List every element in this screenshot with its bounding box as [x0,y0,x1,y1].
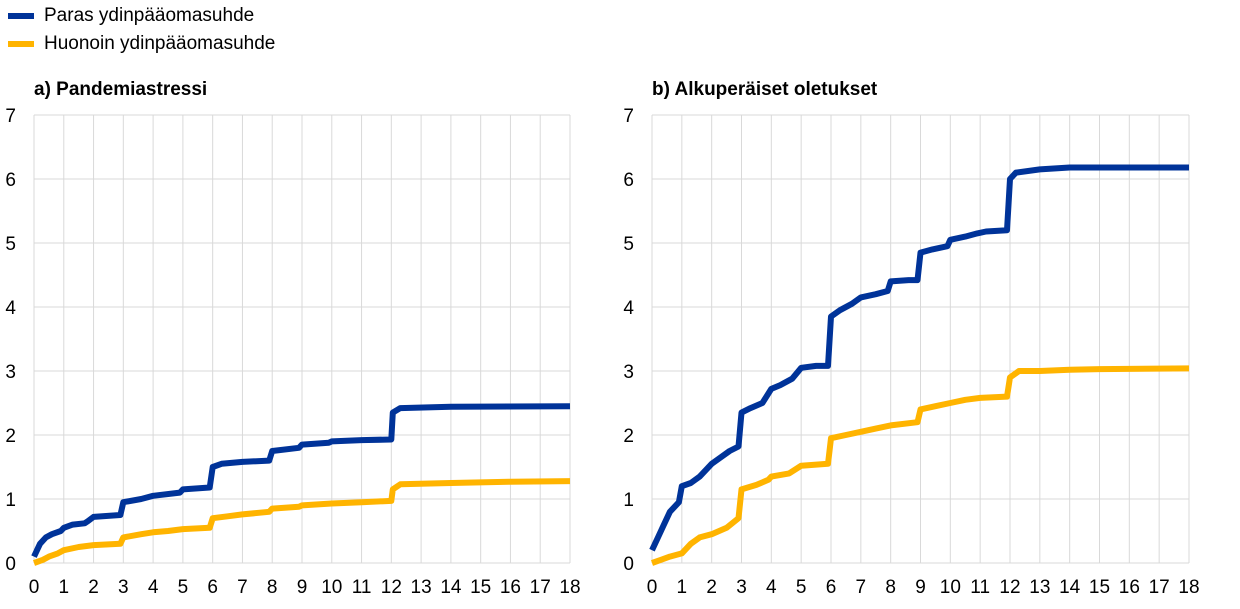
panel-a-series-worst-line [32,478,571,566]
panel-a-series-best-line [31,403,571,558]
panel-b-x-tick-0: 0 [647,577,658,598]
panel-a-x-tick-1: 1 [58,577,69,598]
panel-a-x-tick-2: 2 [88,577,99,598]
panel-b-x-tick-10: 10 [940,577,961,598]
panel-a-y-tick-1: 1 [5,490,16,511]
panel-b-series-worst-line [650,365,1190,566]
panel-b-x-tick-1: 1 [677,577,688,598]
panel-a-x-tick-0: 0 [29,577,40,598]
legend: Paras ydinpääomasuhde Huonoin ydinpääoma… [8,2,275,58]
panel-b-title: b) Alkuperäiset oletukset [652,79,878,100]
panel-b-x-tick-15: 15 [1089,577,1110,598]
panel-a-y-tick-6: 6 [5,170,16,191]
panel-b-x-tick-16: 16 [1119,577,1140,598]
legend-swatch-worst [8,41,34,47]
panel-b-x-tick-18: 18 [1178,577,1199,598]
panel-b-x-tick-17: 17 [1149,577,1170,598]
panel-b-y-tick-6: 6 [623,170,634,191]
panel-b-x-tick-2: 2 [706,577,717,598]
panel-a-y-tick-5: 5 [5,234,16,255]
panel-b-x-tick-5: 5 [796,577,807,598]
panel-b-x-tick-11: 11 [970,577,990,598]
panel-a-x-tick-10: 10 [321,577,342,598]
panel-b-x-tick-13: 13 [1029,577,1050,598]
panel-a-x-tick-13: 13 [411,577,432,598]
panel-b-x-tick-9: 9 [915,577,926,598]
panel-a-x-tick-17: 17 [530,577,551,598]
panel-a-x-tick-8: 8 [267,577,278,598]
legend-item-worst: Huonoin ydinpääomasuhde [8,30,275,58]
panel-b-y-tick-3: 3 [623,362,634,383]
panel-b-series-best-line [649,164,1189,552]
panel-b-x-tick-7: 7 [856,577,867,598]
panel-a-x-tick-6: 6 [207,577,218,598]
panel-a-y-tick-3: 3 [5,362,16,383]
panel-a-x-tick-9: 9 [297,577,308,598]
panel-a-y-tick-7: 7 [5,106,16,127]
panel-b-y-tick-2: 2 [623,426,634,447]
panel-a-y-tick-2: 2 [5,426,16,447]
panel-b-x-tick-6: 6 [826,577,837,598]
legend-label-worst: Huonoin ydinpääomasuhde [44,33,276,54]
panel-a-x-tick-18: 18 [559,577,580,598]
panel-b-y-tick-5: 5 [623,234,634,255]
panel-a-x-tick-7: 7 [237,577,248,598]
panel-a-x-tick-4: 4 [148,577,159,598]
panel-a-x-tick-14: 14 [440,577,462,598]
panel-a-y-tick-4: 4 [5,298,16,319]
panel-b-x-tick-14: 14 [1059,577,1081,598]
panel-b-y-tick-0: 0 [623,554,634,575]
legend-label-best: Paras ydinpääomasuhde [44,5,255,26]
panel-b-x-tick-4: 4 [766,577,777,598]
panel-a-x-tick-16: 16 [500,577,521,598]
panel-a-y-tick-0: 0 [5,554,16,575]
panel-b-x-tick-8: 8 [885,577,896,598]
panel-a-x-tick-3: 3 [118,577,129,598]
panel-a-x-tick-12: 12 [381,577,402,598]
panel-b-y-tick-4: 4 [623,298,634,319]
panel-a-x-tick-5: 5 [178,577,189,598]
panel-b-x-tick-12: 12 [999,577,1020,598]
panel-a-x-tick-11: 11 [352,577,372,598]
panel-b-y-tick-7: 7 [623,106,634,127]
panel-b-x-tick-3: 3 [736,577,747,598]
panel-b-y-tick-1: 1 [623,490,634,511]
panel-a-title: a) Pandemiastressi [34,79,208,100]
panel-a-x-tick-15: 15 [470,577,491,598]
legend-swatch-best [8,13,34,19]
legend-item-best: Paras ydinpääomasuhde [8,2,275,30]
